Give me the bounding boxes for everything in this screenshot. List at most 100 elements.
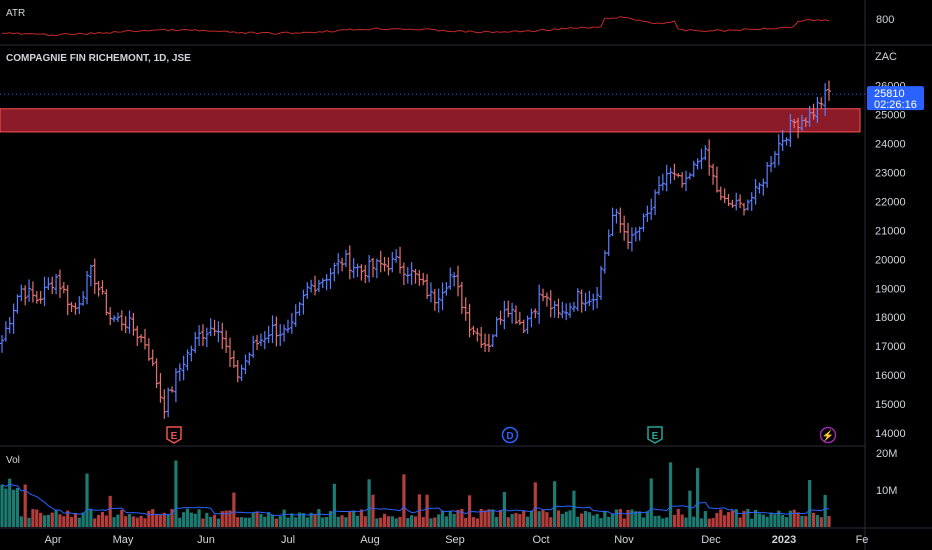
price-bar — [529, 308, 534, 328]
volume-bar — [684, 517, 688, 527]
volume-bar — [413, 516, 418, 527]
price-bar — [552, 300, 557, 318]
lightning-icon[interactable]: ⚡ — [819, 426, 837, 444]
event-e-marker[interactable]: E — [647, 426, 663, 444]
price-bar — [343, 249, 348, 268]
volume-bar — [498, 509, 503, 527]
price-bar — [390, 252, 395, 273]
event-e-marker[interactable]: E — [166, 426, 182, 444]
last-price-tag: 25810 02:26:16 — [867, 86, 924, 111]
volume-bar — [390, 516, 394, 527]
price-bar — [320, 278, 325, 289]
volume-bar — [495, 516, 499, 527]
price-bar — [270, 315, 275, 344]
price-bar — [622, 215, 627, 241]
volume-bar — [471, 517, 476, 527]
time-tick: Jul — [281, 534, 295, 546]
volume-bar — [97, 514, 101, 527]
volume-bar — [359, 509, 363, 527]
price-bar — [166, 387, 171, 418]
price-bar — [587, 290, 592, 307]
price-bar — [595, 286, 600, 309]
price-bar — [498, 310, 503, 325]
countdown-timer: 02:26:16 — [874, 99, 917, 111]
price-bar — [150, 349, 155, 367]
price-bar — [556, 298, 561, 319]
volume-bar — [73, 513, 78, 527]
price-bar — [541, 288, 546, 302]
event-d-marker[interactable]: D — [501, 426, 519, 444]
volume-bar — [553, 481, 557, 527]
price-tick: 14000 — [875, 428, 906, 440]
volume-bar — [545, 512, 549, 527]
price-bar — [734, 192, 739, 211]
price-bar — [347, 245, 352, 280]
volume-bar — [243, 517, 248, 527]
volume-bar — [603, 511, 607, 527]
price-bar — [714, 166, 719, 193]
volume-bar — [116, 514, 120, 527]
price-bar — [823, 83, 828, 116]
volume-bar — [154, 514, 159, 527]
price-bar — [23, 285, 28, 306]
price-bar — [266, 325, 271, 344]
volume-bar — [108, 495, 112, 527]
volume-bar — [777, 510, 781, 527]
price-bar — [243, 354, 248, 375]
price-bar — [7, 317, 12, 334]
price-bar — [27, 279, 32, 302]
volume-bar — [437, 514, 441, 527]
price-bar — [127, 310, 132, 334]
price-bar — [363, 264, 368, 284]
price-bar — [749, 192, 754, 211]
price-bar — [42, 276, 47, 307]
price-bar — [170, 386, 175, 393]
volume-bar — [197, 509, 201, 527]
volume-bar — [572, 490, 576, 527]
volume-bar — [638, 511, 642, 527]
volume-bar — [804, 516, 808, 527]
price-bar — [336, 253, 341, 275]
volume-bar — [58, 514, 62, 527]
volume-bar — [39, 512, 43, 527]
price-bar — [112, 315, 117, 323]
time-tick: Jun — [197, 534, 215, 546]
price-bar — [301, 289, 306, 315]
price-bar — [506, 300, 511, 318]
price-axis: 14000 15000 16000 17000 18000 19000 20000 21000… — [875, 81, 906, 440]
volume-bar — [610, 513, 615, 527]
volume-bar — [239, 517, 244, 527]
volume-bar — [506, 517, 510, 527]
volume-bar — [781, 514, 785, 527]
volume-bar — [216, 518, 221, 527]
volume-bar — [827, 515, 831, 527]
volume-bar — [301, 513, 306, 527]
price-bar — [784, 137, 789, 146]
price-bar — [119, 310, 124, 331]
volume-bar — [236, 517, 240, 527]
volume-bar — [209, 516, 213, 527]
volume-bar — [680, 514, 684, 527]
volume-bar — [750, 518, 754, 527]
price-bar — [436, 288, 441, 313]
last-price-badge — [867, 86, 924, 111]
price-bar — [351, 258, 356, 279]
price-bar — [757, 182, 762, 194]
volume-bar — [788, 510, 792, 527]
volume-bar — [143, 518, 147, 527]
event-letter: D — [506, 431, 513, 442]
volume-bar — [433, 517, 437, 527]
volume-bar — [448, 511, 452, 527]
volume-bar — [131, 516, 135, 527]
volume-bar — [286, 517, 290, 527]
volume-bar — [278, 516, 282, 527]
price-bar — [386, 257, 391, 276]
volume-bar — [746, 508, 750, 527]
event-markers[interactable]: E D E ⚡ — [166, 426, 837, 444]
price-bar — [741, 202, 746, 216]
price-bar — [401, 262, 406, 286]
price-bar — [374, 258, 379, 279]
price-bar — [560, 301, 565, 319]
price-bar — [699, 148, 704, 170]
